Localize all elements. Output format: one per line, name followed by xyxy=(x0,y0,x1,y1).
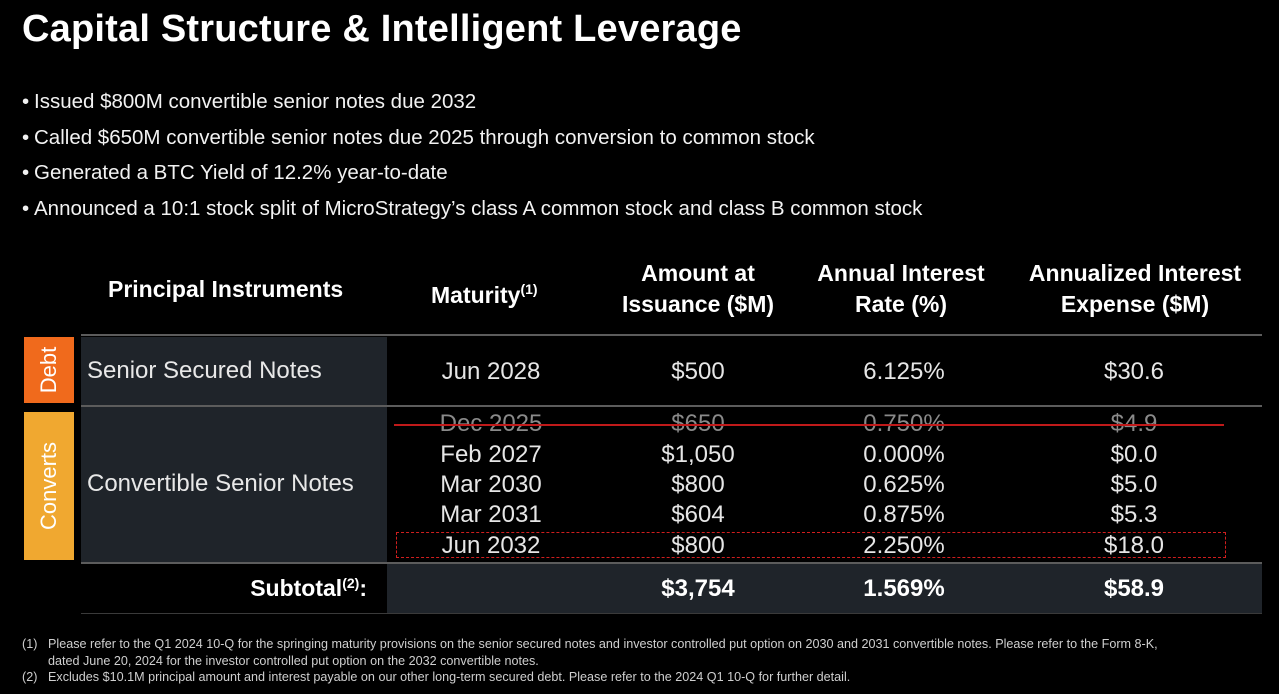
converts-tag: Converts xyxy=(24,412,74,560)
footnote-text: Excludes $10.1M principal amount and int… xyxy=(48,670,851,684)
header-maturity-footnote: (1) xyxy=(520,281,538,297)
header-rate-line2: Rate (%) xyxy=(854,291,947,317)
debt-label-panel xyxy=(81,337,387,405)
subtotal-label-text: Subtotal xyxy=(250,575,343,601)
converts-maturity-struck: Dec 2025 xyxy=(439,410,543,437)
converts-expense-struck: $4.9 xyxy=(1110,410,1158,437)
debt-row-label: Senior Secured Notes xyxy=(87,357,322,384)
footnotes: (1) Please refer to the Q1 2024 10-Q for… xyxy=(22,636,1158,686)
footnote-text: Please refer to the Q1 2024 10-Q for the… xyxy=(48,637,1158,651)
converts-amount: $800 xyxy=(671,471,725,498)
bullet-dot: • xyxy=(22,125,30,149)
converts-expense: $5.0 xyxy=(1110,471,1158,498)
header-rate-line1: Annual Interest xyxy=(817,260,985,286)
debt-maturity: Jun 2028 xyxy=(441,358,541,385)
converts-amount: $604 xyxy=(671,501,725,528)
converts-maturity: Feb 2027 xyxy=(440,441,542,468)
converts-amount-highlighted: $800 xyxy=(671,532,725,559)
debt-amount: $500 xyxy=(671,358,725,385)
table-top-rule xyxy=(81,334,1262,336)
bullet-dot: • xyxy=(22,90,30,113)
header-maturity: Maturity(1) xyxy=(431,274,538,311)
subtotal-values-panel xyxy=(387,564,1262,614)
converts-maturity: Mar 2030 xyxy=(440,471,542,498)
bullet-text: Announced a 10:1 stock split of MicroStr… xyxy=(34,196,923,220)
subtotal-label-panel xyxy=(81,564,387,614)
converts-amount-struck: $650 xyxy=(671,410,725,437)
table-subtotal-rule xyxy=(81,562,1262,564)
converts-maturity-highlighted: Jun 2032 xyxy=(441,532,541,559)
header-expense-line1: Annualized Interest xyxy=(1028,260,1242,286)
footnote-1: (1) Please refer to the Q1 2024 10-Q for… xyxy=(22,636,1158,669)
converts-expense-highlighted: $18.0 xyxy=(1103,532,1165,559)
header-expense: Annualized Interest Expense ($M) xyxy=(1010,258,1260,320)
subtotal-expense: $58.9 xyxy=(1103,575,1165,602)
footnote-number: (1) xyxy=(22,637,38,651)
converts-label-panel xyxy=(81,407,387,562)
header-maturity-text: Maturity xyxy=(431,282,521,308)
subtotal-amount: $3,754 xyxy=(661,575,735,602)
bullet-item: • Announced a 10:1 stock split of MicroSt… xyxy=(22,191,922,227)
bullet-item: • Called $650M convertible senior notes d… xyxy=(22,120,922,156)
debt-tag: Debt xyxy=(24,337,74,403)
bullet-text: Generated a BTC Yield of 12.2% year-to-d… xyxy=(34,161,448,184)
converts-row-label: Convertible Senior Notes xyxy=(87,470,354,497)
converts-amount: $1,050 xyxy=(661,441,735,468)
subtotal-label: Subtotal(2): xyxy=(250,575,367,602)
bullet-text: Issued $800M convertible senior notes du… xyxy=(34,90,477,113)
bullet-dot: • xyxy=(22,196,30,220)
converts-rate-highlighted: 2.250% xyxy=(863,532,945,559)
footnote-text: dated June 20, 2024 for the investor con… xyxy=(48,653,539,668)
footnote-2: (2) Excludes $10.1M principal amount and… xyxy=(22,669,1158,686)
bullet-item: • Issued $800M convertible senior notes d… xyxy=(22,84,922,120)
strikethrough-line xyxy=(394,424,1224,426)
debt-rate: 6.125% xyxy=(863,358,945,385)
header-principal-instruments: Principal Instruments xyxy=(108,276,344,302)
converts-expense: $0.0 xyxy=(1110,441,1158,468)
footnote-number: (2) xyxy=(22,670,38,684)
header-amount-line1: Amount at xyxy=(641,260,755,286)
subtotal-colon: : xyxy=(359,575,367,601)
highlight-dashed-box xyxy=(396,532,1226,558)
table-bottom-rule xyxy=(81,613,1262,614)
converts-rate: 0.625% xyxy=(863,471,945,498)
converts-maturity: Mar 2031 xyxy=(440,501,542,528)
subtotal-footnote: (2) xyxy=(342,575,360,591)
converts-rate-struck: 0.750% xyxy=(863,410,945,437)
table-mid-rule xyxy=(81,405,1262,407)
debt-expense: $30.6 xyxy=(1103,358,1165,385)
converts-expense: $5.3 xyxy=(1110,501,1158,528)
subtotal-rate: 1.569% xyxy=(863,575,945,602)
converts-rate: 0.000% xyxy=(863,441,945,468)
bullet-item: • Generated a BTC Yield of 12.2% year-to-… xyxy=(22,155,922,191)
slide-title: Capital Structure & Intelligent Leverage xyxy=(22,8,742,50)
converts-rate: 0.875% xyxy=(863,501,945,528)
header-amount-line2: Issuance ($M) xyxy=(621,291,775,317)
header-rate: Annual Interest Rate (%) xyxy=(801,258,1001,320)
bullet-text: Called $650M convertible senior notes du… xyxy=(34,125,815,149)
bullet-list: • Issued $800M convertible senior notes d… xyxy=(22,84,922,226)
header-expense-line2: Expense ($M) xyxy=(1060,291,1210,317)
converts-tag-label: Converts xyxy=(36,441,62,531)
header-amount: Amount at Issuance ($M) xyxy=(598,258,798,320)
bullet-dot: • xyxy=(22,161,30,184)
debt-tag-label: Debt xyxy=(35,346,61,394)
